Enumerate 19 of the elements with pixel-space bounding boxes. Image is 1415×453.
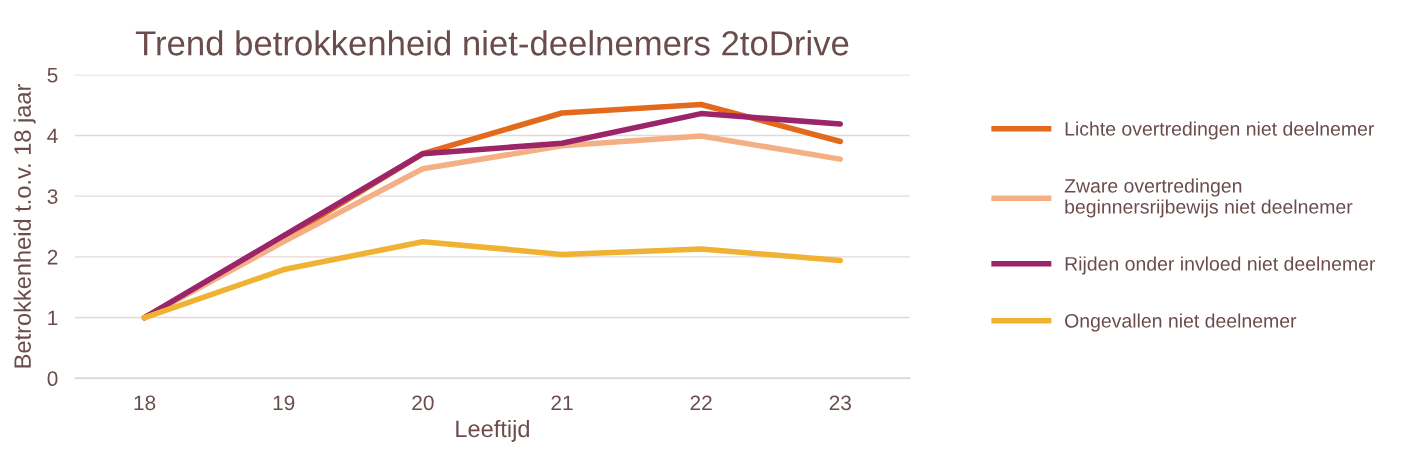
- y-tick-label: 1: [48, 310, 58, 326]
- x-tick-label: 21: [551, 395, 573, 411]
- legend-label: Zware overtredingen beginnersrijbewijs niet deelnemer: [1064, 178, 1353, 218]
- x-tick-label: 18: [134, 395, 156, 411]
- legend-label: Ongevallen niet deelnemer: [1065, 313, 1297, 332]
- y-tick-label: 5: [47, 67, 58, 83]
- y-tick-label: 0: [47, 371, 58, 387]
- x-axis-title: Leeftijd: [456, 419, 529, 442]
- legend-label: Lichte overtredingen niet deelnemer: [1065, 121, 1375, 140]
- chart-title: Trend betrokkenheid niet-deelnemers 2toDrive: [135, 30, 849, 56]
- y-tick-label: 4: [47, 128, 58, 143]
- x-tick-label: 19: [273, 395, 295, 411]
- x-tick-label: 20: [412, 395, 434, 411]
- y-tick-label: 3: [47, 189, 58, 204]
- y-axis-title: Betrokkenheid t.o.v. 18 jaar: [13, 84, 36, 368]
- x-tick-label: 23: [829, 395, 851, 411]
- x-tick-label: 22: [690, 395, 712, 411]
- legend-label: Rijden onder invloed niet deelnemer: [1065, 256, 1376, 275]
- y-tick-label: 2: [47, 249, 58, 265]
